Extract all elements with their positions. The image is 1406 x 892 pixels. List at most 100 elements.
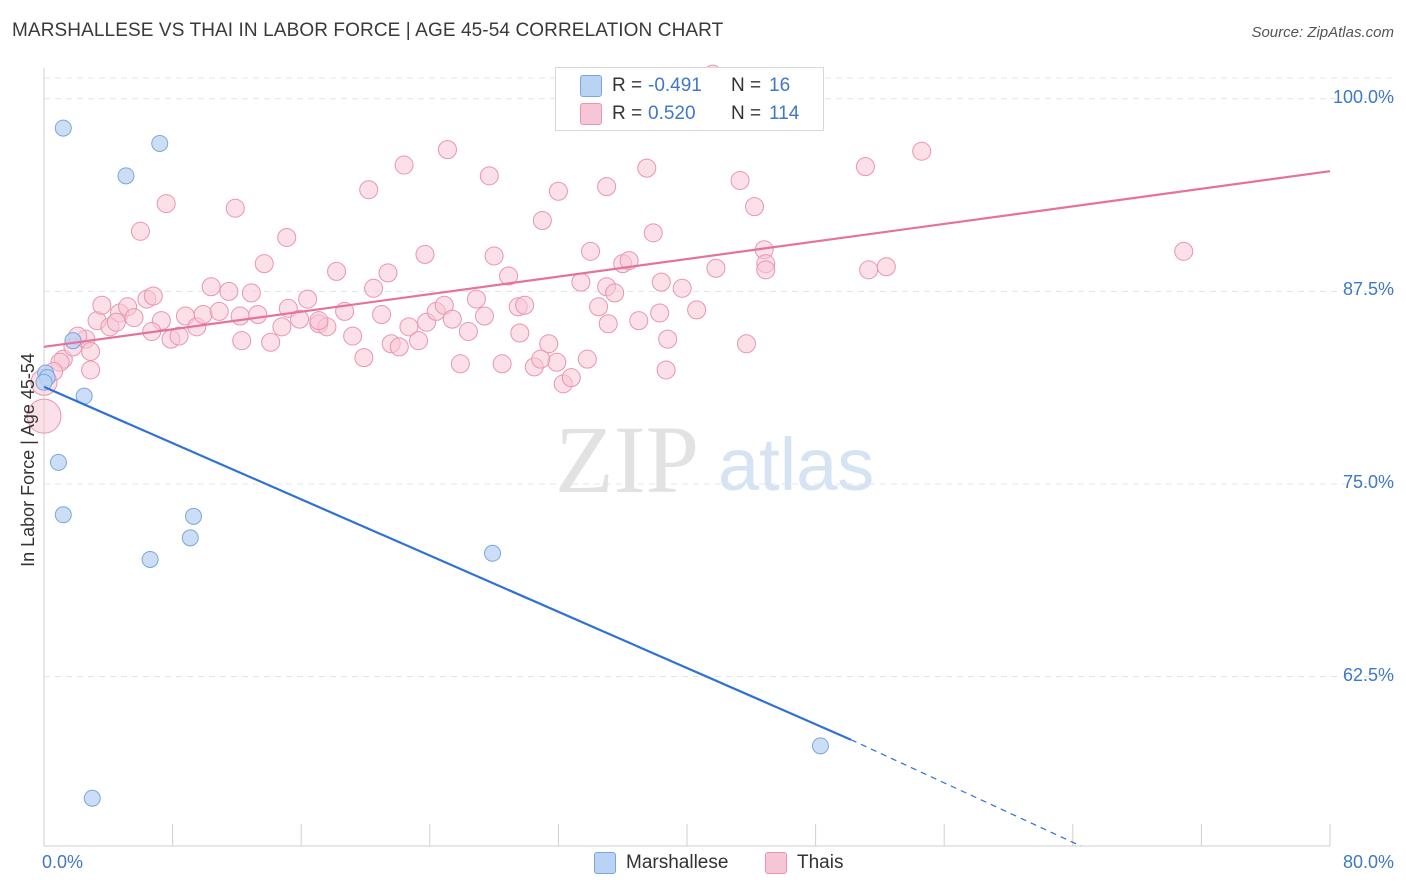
bottom-legend-marshallese: Marshallese xyxy=(594,852,728,874)
thai-point xyxy=(442,309,462,329)
watermark-zip: ZIP xyxy=(555,406,699,513)
thai-point xyxy=(637,158,657,178)
marshallese-point xyxy=(54,506,72,524)
thai-point xyxy=(156,194,176,214)
legend-n-label: N = xyxy=(731,75,762,96)
marshallese-point xyxy=(184,507,202,525)
thai-points xyxy=(26,64,1194,434)
thai-point xyxy=(651,272,671,292)
marshallese-point xyxy=(117,167,135,185)
thai-point xyxy=(298,289,318,309)
thai-point xyxy=(261,332,281,352)
thai-point xyxy=(343,326,363,346)
marshallese-point xyxy=(141,550,159,568)
thai-point xyxy=(143,286,163,306)
marshallese-point xyxy=(811,737,829,755)
thai-point xyxy=(571,272,591,292)
thai-point xyxy=(409,331,429,351)
thai-point xyxy=(479,166,499,186)
thai-point xyxy=(474,306,494,326)
thai-point xyxy=(605,283,625,303)
thai-point xyxy=(415,244,435,264)
marshallese-swatch xyxy=(580,75,602,97)
axes xyxy=(43,68,1331,847)
thai-point xyxy=(81,341,101,361)
legend-row-thais: R = 0.520 N = 114 xyxy=(556,100,823,128)
marshallese-trend-extension xyxy=(850,739,1082,847)
thai-point xyxy=(745,197,765,217)
thai-point xyxy=(510,323,530,343)
legend-r-label: R = xyxy=(612,103,643,124)
thai-point xyxy=(130,221,150,241)
thai-point xyxy=(290,309,310,329)
thai-point xyxy=(531,349,551,369)
thai-point xyxy=(561,368,581,388)
marshallese-trend-line xyxy=(43,385,852,741)
x-tick-max: 80.0% xyxy=(1342,852,1394,872)
thai-point xyxy=(499,266,519,286)
thai-point xyxy=(26,398,62,434)
thai-point xyxy=(277,227,297,247)
thai-point xyxy=(577,349,597,369)
thai-point xyxy=(730,170,750,190)
thai-point xyxy=(219,281,239,301)
thai-point xyxy=(658,329,678,349)
thais-swatch xyxy=(580,103,602,125)
bottom-legend-label: Thais xyxy=(797,852,844,873)
thai-point xyxy=(232,331,252,351)
thai-point xyxy=(81,360,101,380)
bottom-legend-thais: Thais xyxy=(765,852,843,874)
correlation-legend: R = -0.491 N = 16 R = 0.520 N = 114 xyxy=(555,67,824,131)
thai-point xyxy=(876,257,896,277)
thai-point xyxy=(466,289,486,309)
thai-point xyxy=(492,354,512,374)
thai-point xyxy=(756,260,776,280)
thai-point xyxy=(598,314,618,334)
thai-point xyxy=(241,283,261,303)
thais-swatch xyxy=(765,852,787,874)
thai-point xyxy=(450,354,470,374)
thai-point xyxy=(687,300,707,320)
trend-lines xyxy=(43,170,1331,847)
thai-point xyxy=(254,254,274,274)
thai-point xyxy=(912,141,932,161)
thai-point xyxy=(581,241,601,261)
bottom-legend-label: Marshallese xyxy=(626,852,729,873)
thai-point xyxy=(193,304,213,324)
marshallese-point xyxy=(54,119,72,137)
thai-point xyxy=(597,177,617,197)
y-axis-label: In Labor Force | Age 45-54 xyxy=(18,353,38,567)
y-tick-label: 62.5% xyxy=(1342,664,1394,685)
marshallese-point xyxy=(181,529,199,547)
thai-point xyxy=(354,348,374,368)
thai-point xyxy=(372,304,392,324)
marshallese-points xyxy=(35,119,829,807)
thai-point xyxy=(230,306,250,326)
grid-lines xyxy=(44,77,1395,678)
source-label: Source: ZipAtlas.com xyxy=(1251,24,1394,41)
thai-point xyxy=(124,308,144,328)
marshallese-point xyxy=(35,373,53,391)
thai-point xyxy=(548,181,568,201)
thai-point xyxy=(458,321,478,341)
thai-point xyxy=(389,337,409,357)
marshallese-point xyxy=(151,134,169,152)
thai-point xyxy=(1174,241,1194,261)
thai-point xyxy=(547,352,567,372)
thai-point xyxy=(532,211,552,231)
thai-point xyxy=(672,278,692,298)
watermark: ZIP atlas xyxy=(555,406,874,513)
thai-point xyxy=(859,260,879,280)
thai-point xyxy=(399,317,419,337)
thai-point xyxy=(736,334,756,354)
thai-point xyxy=(394,155,414,175)
thai-point xyxy=(359,180,379,200)
thai-point xyxy=(437,140,457,160)
thai-point xyxy=(378,263,398,283)
thai-point xyxy=(539,334,559,354)
marshallese-point xyxy=(49,453,67,471)
x-tick-min: 0.0% xyxy=(42,852,84,872)
thai-point xyxy=(706,258,726,278)
thai-point xyxy=(515,295,535,315)
